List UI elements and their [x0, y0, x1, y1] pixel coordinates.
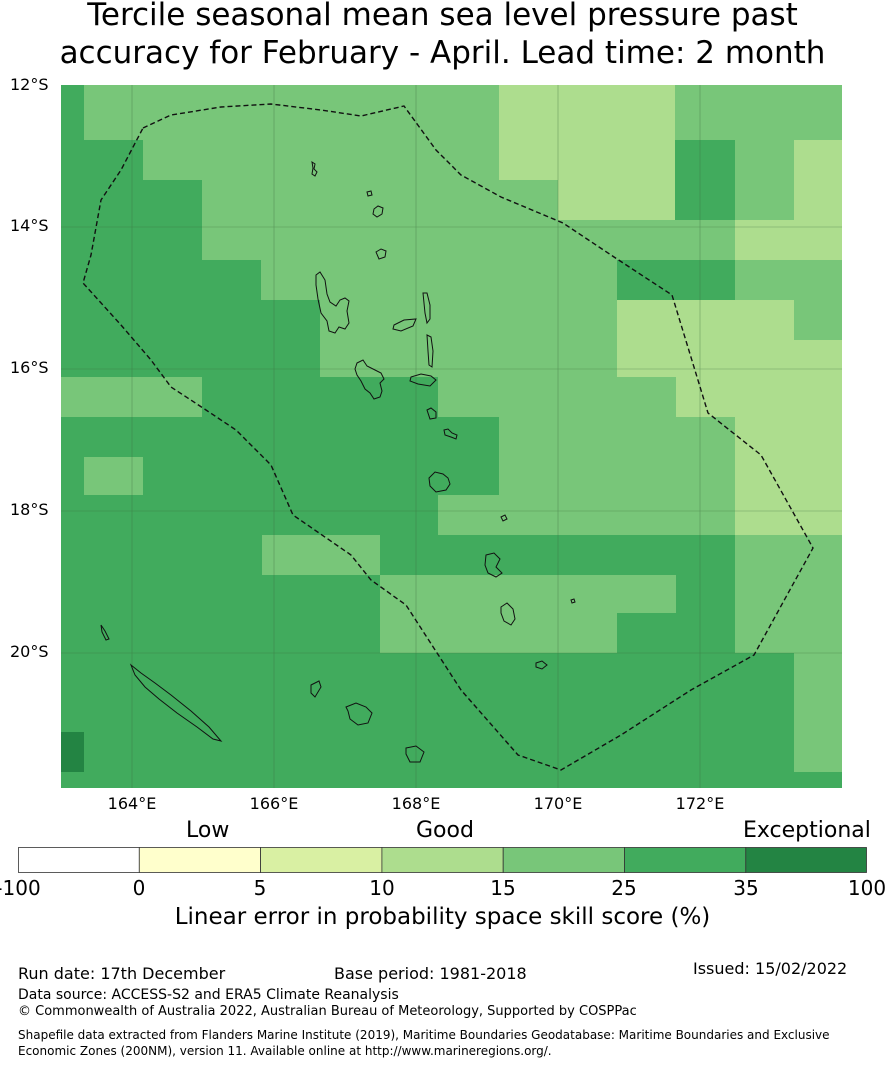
- island-pentecost: [426, 334, 434, 368]
- island-gaua: [372, 205, 384, 218]
- lon-label-164e: 164°E: [107, 794, 157, 813]
- lon-label-170e: 170°E: [533, 794, 583, 813]
- skill-grid-25-35-overlay: [61, 377, 320, 575]
- colorbar-swatch-5: [502, 847, 625, 873]
- graticule: [61, 85, 842, 788]
- island-mere-lava: [375, 248, 387, 260]
- map-title: Tercile seasonal mean sea level pressure…: [0, 0, 885, 72]
- lat-label-18s: 18°S: [10, 500, 49, 519]
- colorbar-swatch-1: [18, 847, 140, 873]
- island-vanua-lava: [366, 190, 373, 197]
- map-title-line-2: accuracy for February - April. Lead time…: [59, 35, 826, 71]
- colorbar-swatch-7: [745, 847, 867, 873]
- lon-label-166e: 166°E: [249, 794, 299, 813]
- issued-date: Issued: 15/02/2022: [693, 959, 848, 978]
- colorbar-tick-0: 0: [132, 876, 146, 900]
- island-belep: [100, 624, 110, 641]
- lat-label-16s: 16°S: [10, 358, 49, 377]
- island-epi: [426, 407, 437, 420]
- colorbar-swatch-3: [260, 847, 383, 873]
- lon-label-172e: 172°E: [675, 794, 725, 813]
- island-new-caledonia: [129, 663, 223, 742]
- copyright: © Commonwealth of Australia 2022, Austra…: [18, 1004, 637, 1019]
- lat-label-20s: 20°S: [10, 642, 49, 661]
- lat-label-12s: 12°S: [10, 75, 49, 94]
- skill-grid-35-overlay: [438, 417, 497, 495]
- run-date: Run date: 17th December: [18, 964, 226, 983]
- colorbar-tick-15: 15: [490, 876, 516, 900]
- colorbar-swatch-4: [381, 847, 504, 873]
- island-mare: [405, 745, 425, 763]
- skill-grid-15-25: [499, 85, 842, 535]
- coastlines: [100, 160, 576, 763]
- island-efate: [428, 471, 451, 493]
- island-shepherds: [443, 428, 458, 440]
- island-espiritu-santo: [315, 271, 350, 334]
- island-lifou: [345, 702, 373, 726]
- island-maewo: [422, 292, 431, 325]
- eez-boundary: [82, 103, 814, 771]
- colorbar-tick-100: 100: [847, 876, 885, 900]
- colorbar-swatch-6: [624, 847, 747, 873]
- colorbar-swatch-2: [138, 847, 262, 873]
- island-erromango: [484, 552, 503, 578]
- colorbar-tick-25: 25: [611, 876, 637, 900]
- colorbar-tick-35: 35: [733, 876, 759, 900]
- lon-label-168e: 168°E: [391, 794, 441, 813]
- map-canvas: [61, 85, 842, 788]
- lat-label-14s: 14°S: [10, 216, 49, 235]
- base-period: Base period: 1981-2018: [334, 964, 527, 983]
- category-low: Low: [186, 818, 230, 843]
- category-exceptional: Exceptional: [743, 818, 871, 843]
- island-malekula: [354, 359, 385, 400]
- island-aoba: [392, 318, 417, 332]
- shapefile-credit: Shapefile data extracted from Flanders M…: [18, 1028, 830, 1058]
- skill-map: [61, 85, 842, 788]
- island-torres: [311, 160, 318, 177]
- skill-grid-exceptional-cell: [61, 732, 84, 772]
- category-good: Good: [416, 818, 474, 843]
- colorbar-tick-10: 10: [369, 876, 395, 900]
- skill-grid-35-restore: [61, 100, 842, 788]
- island-ouvea: [310, 680, 322, 698]
- island-ambrym: [409, 373, 437, 387]
- island-tanna: [500, 602, 516, 626]
- island-matthew: [570, 598, 576, 604]
- data-source: Data source: ACCESS-S2 and ERA5 Climate …: [18, 987, 399, 1003]
- island-isle-of-pines: [500, 514, 508, 522]
- island-aneityum: [535, 660, 548, 670]
- colorbar-tick-neg100: -100: [0, 876, 41, 900]
- colorbar-label: Linear error in probability space skill …: [174, 904, 711, 930]
- colorbar: [18, 847, 867, 873]
- map-title-line-1: Tercile seasonal mean sea level pressure…: [87, 0, 798, 33]
- colorbar-tick-5: 5: [253, 876, 267, 900]
